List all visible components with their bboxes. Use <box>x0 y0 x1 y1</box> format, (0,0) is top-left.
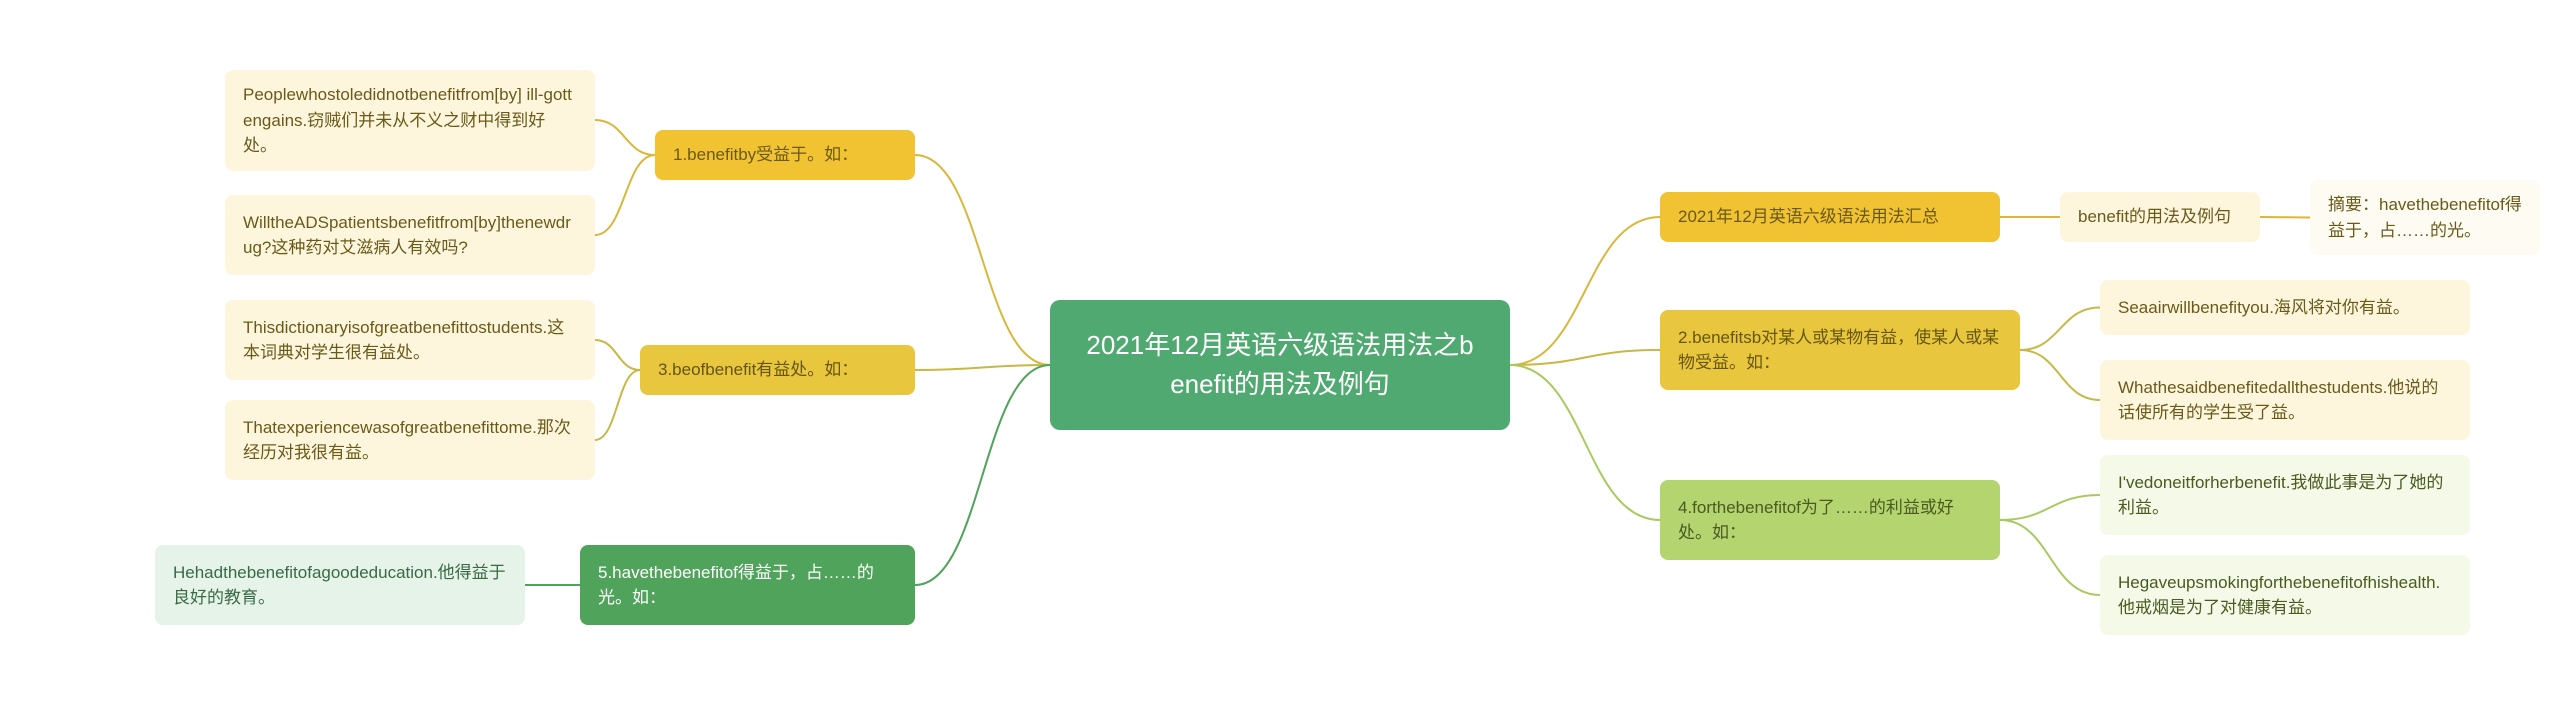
node-label: Hehadthebenefitofagoodeducation.他得益于良好的教… <box>173 560 507 611</box>
connector <box>915 365 1050 585</box>
mindmap-node: Seaairwillbenefityou.海风将对你有益。 <box>2100 280 2470 335</box>
connector <box>1510 350 1660 365</box>
mindmap-node: 2.benefitsb对某人或某物有益，使某人或某物受益。如： <box>1660 310 2020 390</box>
connector <box>1510 365 1660 520</box>
connector <box>595 370 640 440</box>
node-label: 4.forthebenefitof为了……的利益或好处。如： <box>1678 495 1982 546</box>
connector <box>595 340 640 370</box>
connector <box>2020 350 2100 400</box>
node-label: 1.benefitby受益于。如： <box>673 142 858 168</box>
mindmap-node: Hehadthebenefitofagoodeducation.他得益于良好的教… <box>155 545 525 625</box>
node-label: 5.havethebenefitof得益于，占……的光。如： <box>598 560 897 611</box>
connector <box>2000 495 2100 520</box>
mindmap-node: Thisdictionaryisofgreatbenefittostudents… <box>225 300 595 380</box>
node-label: WilltheADSpatientsbenefitfrom[by]thenewd… <box>243 210 577 261</box>
connector <box>1510 217 1660 365</box>
mindmap-node: 2021年12月英语六级语法用法之benefit的用法及例句 <box>1050 300 1510 430</box>
connector <box>2020 308 2100 351</box>
node-label: 2021年12月英语六级语法用法汇总 <box>1678 204 1939 230</box>
node-label: Thatexperiencewasofgreatbenefittome.那次经历… <box>243 415 577 466</box>
mindmap-node: 4.forthebenefitof为了……的利益或好处。如： <box>1660 480 2000 560</box>
mindmap-node: I'vedoneitforherbenefit.我做此事是为了她的利益。 <box>2100 455 2470 535</box>
node-label: 2.benefitsb对某人或某物有益，使某人或某物受益。如： <box>1678 325 2002 376</box>
connector <box>595 155 655 235</box>
mindmap-node: 3.beofbenefit有益处。如： <box>640 345 915 395</box>
mindmap-node: WilltheADSpatientsbenefitfrom[by]thenewd… <box>225 195 595 275</box>
node-label: Hegaveupsmokingforthebenefitofhishealth.… <box>2118 570 2452 621</box>
mindmap-node: Thatexperiencewasofgreatbenefittome.那次经历… <box>225 400 595 480</box>
mindmap-node: 2021年12月英语六级语法用法汇总 <box>1660 192 2000 242</box>
mindmap-node: benefit的用法及例句 <box>2060 192 2260 242</box>
node-label: benefit的用法及例句 <box>2078 204 2231 230</box>
node-label: 2021年12月英语六级语法用法之benefit的用法及例句 <box>1080 326 1480 404</box>
node-label: 摘要：havethebenefitof得益于，占……的光。 <box>2328 192 2522 243</box>
node-label: I'vedoneitforherbenefit.我做此事是为了她的利益。 <box>2118 470 2452 521</box>
node-label: Peoplewhostoledidnotbenefitfrom[by] ill-… <box>243 82 577 159</box>
mindmap-node: 1.benefitby受益于。如： <box>655 130 915 180</box>
node-label: Whathesaidbenefitedallthestudents.他说的话使所… <box>2118 375 2452 426</box>
node-label: 3.beofbenefit有益处。如： <box>658 357 858 383</box>
connector <box>2260 217 2310 218</box>
connector <box>595 120 655 155</box>
connector <box>915 365 1050 370</box>
mindmap-node: 摘要：havethebenefitof得益于，占……的光。 <box>2310 180 2540 255</box>
mindmap-node: Whathesaidbenefitedallthestudents.他说的话使所… <box>2100 360 2470 440</box>
mindmap-node: 5.havethebenefitof得益于，占……的光。如： <box>580 545 915 625</box>
connector <box>915 155 1050 365</box>
mindmap-node: Peoplewhostoledidnotbenefitfrom[by] ill-… <box>225 70 595 171</box>
connector <box>2000 520 2100 595</box>
node-label: Thisdictionaryisofgreatbenefittostudents… <box>243 315 577 366</box>
mindmap-node: Hegaveupsmokingforthebenefitofhishealth.… <box>2100 555 2470 635</box>
node-label: Seaairwillbenefityou.海风将对你有益。 <box>2118 295 2410 321</box>
